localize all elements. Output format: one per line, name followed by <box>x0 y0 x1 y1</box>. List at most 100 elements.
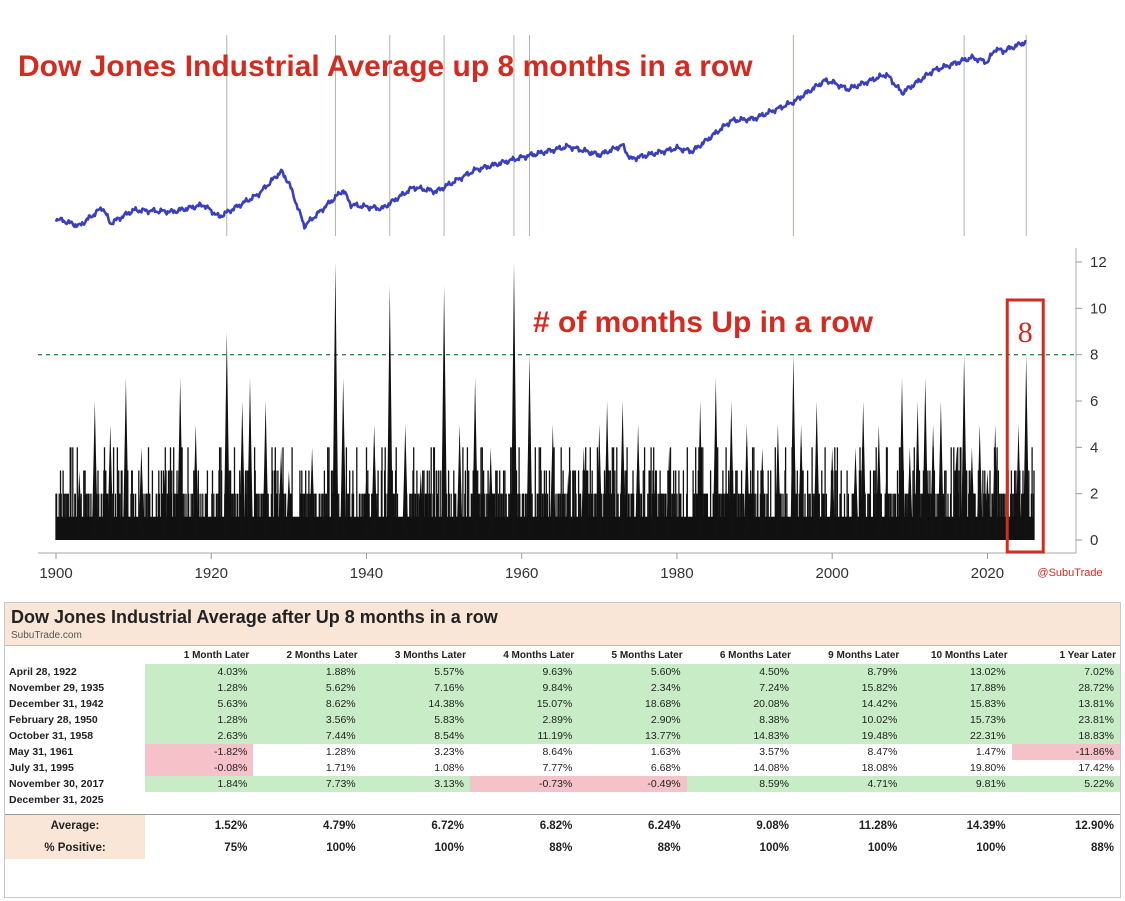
return-cell <box>903 792 1011 808</box>
table-source: SubuTrade.com <box>11 630 82 641</box>
streak-peak <box>968 447 975 540</box>
streak-peak <box>976 424 983 540</box>
percent-positive-row: % Positive: 75% 100% 100% 88% 88% 100% 100% 100%… <box>5 837 1120 859</box>
streak-peak <box>285 470 292 540</box>
return-cell: 8.47% <box>867 746 898 758</box>
return-cell: 1.28% <box>145 680 254 696</box>
streak-peak <box>790 354 797 540</box>
return-cell: 1.88% <box>253 664 362 680</box>
return-cell <box>145 792 253 808</box>
results-table: 1 Month Later 2 Months Later 3 Months Late… <box>5 646 1120 859</box>
return-cell: 2.63% <box>145 728 254 744</box>
y-tick-label: 0 <box>1090 532 1098 549</box>
streak-peak <box>262 401 269 540</box>
callout-value: 8 <box>1018 316 1033 349</box>
return-cell: 23.81% <box>1011 712 1120 728</box>
streak-peak <box>596 424 603 540</box>
column-header: 3 Months Later <box>394 649 466 661</box>
return-cell: -1.82% <box>145 744 254 760</box>
streak-peak <box>456 424 463 540</box>
streak-peak <box>340 377 347 540</box>
return-cell: 9.84% <box>469 680 579 696</box>
table-row: December 31, 2025 <box>5 792 1120 808</box>
return-cell: 8.79% <box>794 664 904 680</box>
return-cell: 15.83% <box>903 696 1012 712</box>
return-cell: 17.88% <box>903 680 1012 696</box>
streak-peak <box>619 401 626 540</box>
y-tick-label: 12 <box>1090 254 1107 271</box>
column-header: 6 Months Later <box>719 649 791 661</box>
return-cell: 13.77% <box>578 728 687 744</box>
table-row: May 31, 1961 -1.82% 1.28% 3.23% 8.64% 1.63% 3.… <box>5 744 1120 760</box>
dow-series-line <box>54 39 1027 230</box>
return-cell: 18.08% <box>861 762 898 774</box>
results-table-body: April 28, 1922 4.03% 1.88% 5.57% 9.63% 5.60% 4… <box>5 664 1120 859</box>
return-cell: 5.22% <box>1011 776 1120 792</box>
column-header: 1 Month Later <box>183 649 250 661</box>
streak-peak <box>402 424 409 540</box>
streak-peak <box>728 401 735 540</box>
return-cell: 14.42% <box>794 696 904 712</box>
average-row-value: 6.72% <box>361 814 470 837</box>
y-tick-label: 2 <box>1090 486 1098 503</box>
average-row: Average: 1.52% 4.79% 6.72% 6.82% 6.24% 9.08% 11… <box>5 814 1120 837</box>
table-row: October 31, 1958 2.63% 7.44% 8.54% 11.19% 13.… <box>5 728 1120 744</box>
streak-peak <box>511 262 517 540</box>
return-cell <box>687 792 795 808</box>
row-date: November 29, 1935 <box>9 682 105 694</box>
y-tick-label: 4 <box>1090 439 1098 456</box>
row-date: July 31, 1995 <box>9 762 74 774</box>
row-date: December 31, 2025 <box>9 794 104 806</box>
average-row-value: 9.08% <box>686 814 795 837</box>
dow-line-panel <box>54 35 1027 236</box>
return-cell: 7.73% <box>253 776 362 792</box>
return-cell <box>470 792 578 808</box>
return-cell: 19.48% <box>794 728 904 744</box>
percent-positive-row-value: 100% <box>759 842 789 854</box>
streak-peak <box>852 447 859 540</box>
streak-peak <box>829 447 836 540</box>
column-header: 4 Months Later <box>503 649 575 661</box>
percent-positive-row-value: 75% <box>224 842 248 854</box>
column-header: 9 Months Later <box>828 649 900 661</box>
date-column-header <box>5 646 145 664</box>
return-cell: 3.56% <box>253 712 362 728</box>
return-cell: 8.59% <box>686 776 795 792</box>
x-tick-label: 2020 <box>971 565 1004 582</box>
streak-peak <box>759 447 766 540</box>
percent-positive-row-value: 88% <box>1090 842 1114 854</box>
row-date: November 30, 2017 <box>9 778 105 790</box>
chart-area: Dow Jones Industrial Average up 8 months… <box>18 35 1107 582</box>
streak-peak <box>363 470 370 540</box>
return-cell: 2.90% <box>578 712 687 728</box>
average-row-value: 11.28% <box>794 814 904 837</box>
x-tick-label: 1940 <box>350 565 383 582</box>
x-tick-label: 2000 <box>816 565 849 582</box>
streak-peak <box>239 401 246 540</box>
chart-title: Dow Jones Industrial Average up 8 months… <box>18 50 753 83</box>
chart-credit: @SubuTrade <box>1037 567 1102 579</box>
streak-peak <box>441 285 448 540</box>
streak-peak <box>223 331 230 540</box>
streak-peak <box>914 401 921 540</box>
row-date: April 28, 1922 <box>9 666 77 678</box>
return-cell: 1.08% <box>434 762 464 774</box>
streak-peak <box>774 424 781 540</box>
return-cell: 20.08% <box>686 696 795 712</box>
average-row-value: 12.90% <box>1011 814 1120 837</box>
streak-peak <box>247 377 253 540</box>
streak-peak <box>650 470 657 540</box>
average-row-value: 1.52% <box>145 814 254 837</box>
return-cell: 9.81% <box>903 776 1012 792</box>
return-cell: 7.16% <box>361 680 470 696</box>
chart-svg: Dow Jones Industrial Average up 8 months… <box>18 35 1107 582</box>
return-cell: 14.83% <box>686 728 795 744</box>
streak-peak <box>883 470 890 540</box>
return-cell: 28.72% <box>1011 680 1120 696</box>
return-cell: -0.08% <box>145 760 254 776</box>
return-cell: 8.64% <box>542 746 573 758</box>
return-cell <box>362 792 470 808</box>
column-header: 10 Months Later <box>930 649 1008 661</box>
return-cell: 17.42% <box>1078 762 1114 774</box>
return-cell <box>578 792 686 808</box>
